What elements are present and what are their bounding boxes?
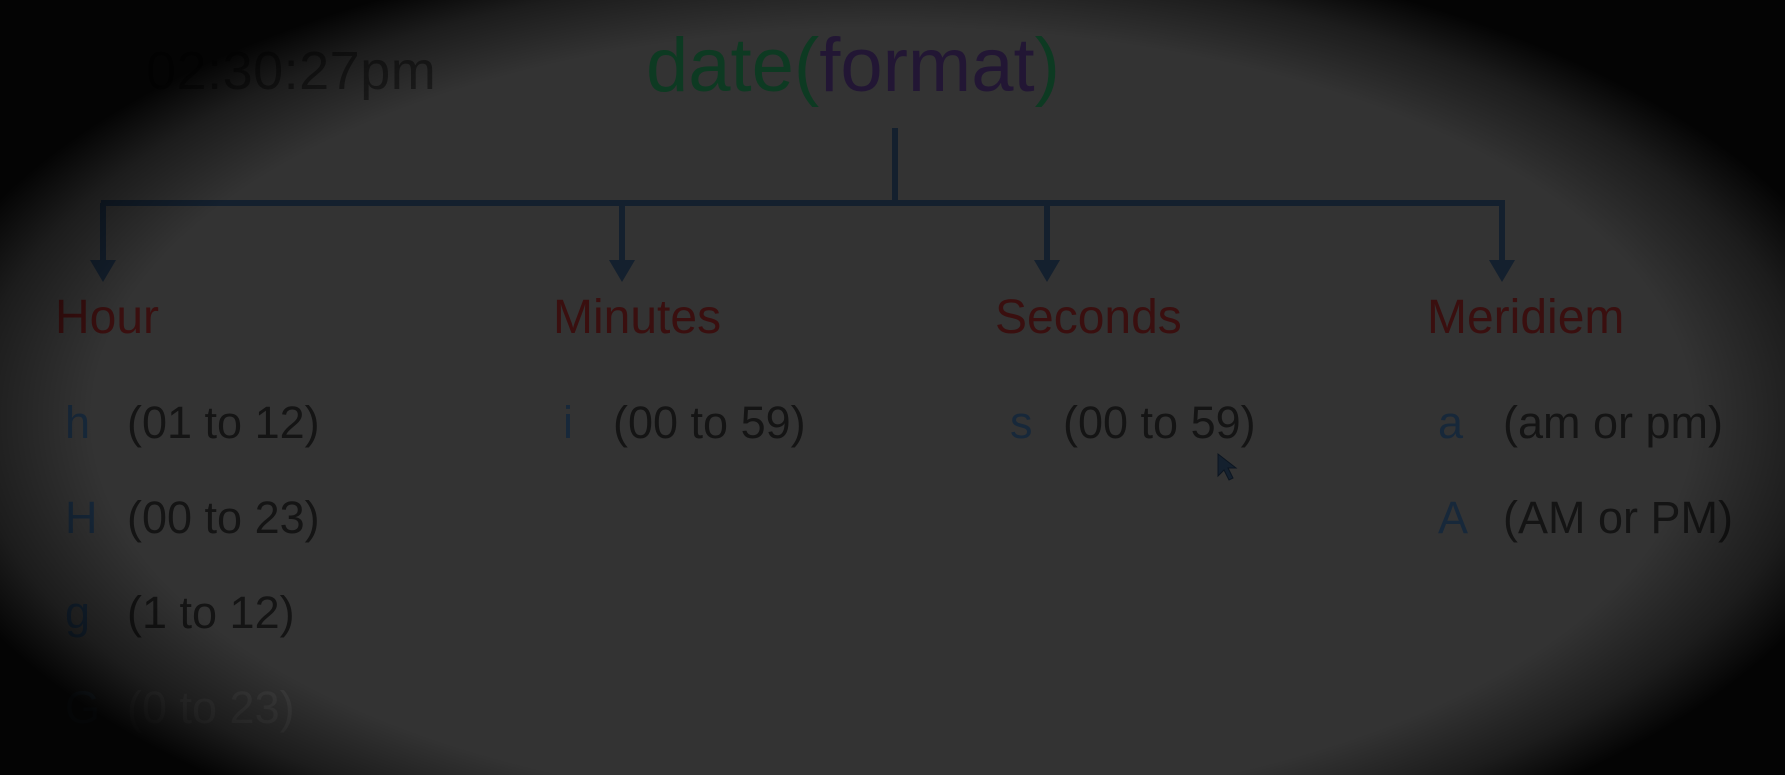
format-row: H (00 to 23) (55, 492, 320, 587)
format-row: i (00 to 59) (553, 397, 806, 492)
format-row: A (AM or PM) (1427, 492, 1733, 587)
format-range: (00 to 23) (127, 492, 320, 543)
column-minutes: Minutes i (00 to 59) (553, 290, 806, 492)
column-meridiem: Meridiem a (am or pm) A (AM or PM) (1427, 290, 1733, 587)
arrowhead-meridiem (1489, 260, 1515, 282)
heading-minutes: Minutes (553, 291, 722, 344)
format-code: h (65, 397, 91, 448)
format-code: i (563, 397, 573, 448)
heading-meridiem: Meridiem (1427, 291, 1625, 344)
format-row: a (am or pm) (1427, 397, 1733, 492)
format-row: h (01 to 12) (55, 397, 320, 492)
format-code: g (65, 587, 91, 638)
format-range: (01 to 12) (127, 397, 320, 448)
heading-seconds: Seconds (995, 291, 1182, 344)
format-code: A (1438, 492, 1469, 543)
format-row: G (0 to 23) (55, 682, 320, 775)
format-range: (AM or PM) (1503, 492, 1733, 543)
format-code: s (1010, 397, 1033, 448)
arrowhead-hour (90, 260, 116, 282)
format-range: (00 to 59) (613, 397, 806, 448)
format-code: H (65, 492, 98, 543)
format-row: g (1 to 12) (55, 587, 320, 682)
column-hour: Hour h (01 to 12) H (00 to 23) g (1 to 1… (55, 290, 320, 775)
format-code: G (65, 682, 101, 733)
arrowhead-seconds (1034, 260, 1060, 282)
format-range: (1 to 12) (127, 587, 295, 638)
format-range: (00 to 59) (1063, 397, 1256, 448)
heading-hour: Hour (55, 291, 160, 344)
mouse-pointer-icon (1217, 452, 1238, 481)
arrowhead-minutes (609, 260, 635, 282)
format-code: a (1438, 397, 1464, 448)
format-range: (am or pm) (1503, 397, 1724, 448)
format-range: (0 to 23) (127, 682, 295, 733)
